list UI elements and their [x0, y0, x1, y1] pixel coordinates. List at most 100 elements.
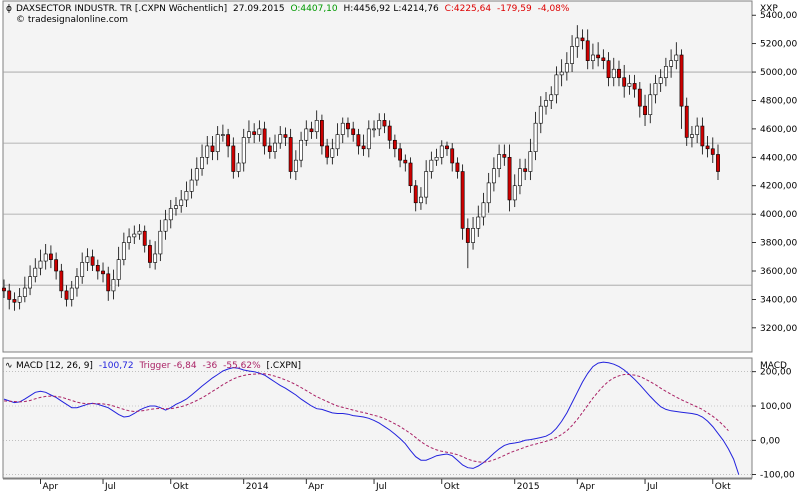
candle — [398, 143, 403, 168]
candle-body — [148, 245, 152, 263]
candle — [116, 246, 121, 287]
macd-plot-area[interactable] — [2, 357, 753, 479]
price-y-tick-label: 5000,00 — [760, 68, 797, 78]
watermark: © tradesignalonline.com — [16, 15, 128, 25]
candle — [80, 252, 85, 284]
candle-body — [262, 128, 267, 147]
candle-body — [163, 219, 168, 232]
candle — [580, 29, 585, 50]
trigger-value: Trigger -6,84 — [138, 361, 196, 371]
candle — [210, 136, 215, 161]
x-tick-label: 2015 — [517, 482, 540, 491]
candle-body — [429, 159, 434, 172]
candle-body — [627, 83, 632, 87]
candle — [340, 117, 345, 144]
candle-body — [90, 256, 95, 266]
candle-body — [471, 228, 475, 243]
candle-body — [502, 154, 507, 158]
candle — [215, 126, 220, 161]
candle — [491, 157, 496, 192]
macd-line — [3, 361, 740, 475]
macd-unit-label: MACD — [760, 361, 787, 371]
svg-text:MACD [12, 26, 9] -100,72: MACD [12, 26, 9] -100,72 Trigger -6,84 -… — [16, 361, 301, 371]
candle — [455, 157, 460, 179]
candle — [288, 128, 293, 179]
candle — [262, 121, 267, 155]
macd-y-tick-label: 100,00 — [760, 402, 792, 412]
candle — [445, 141, 449, 156]
candle — [648, 83, 653, 124]
candle-body — [690, 134, 694, 138]
date-label: 27.09.2015 — [233, 4, 285, 14]
candle-body — [304, 128, 309, 141]
candle — [424, 160, 429, 205]
candle-body — [356, 134, 361, 147]
candle — [2, 279, 6, 298]
candle — [346, 117, 350, 138]
candle-body — [700, 125, 705, 147]
candle-body — [168, 208, 173, 221]
candle — [653, 74, 658, 104]
candle-body — [669, 60, 674, 67]
candle-body — [158, 230, 163, 255]
candle — [90, 249, 95, 271]
candle-body — [215, 134, 220, 152]
candle — [153, 241, 158, 270]
candle-body — [288, 137, 293, 172]
candle-body — [299, 139, 303, 161]
candle — [570, 35, 574, 73]
candle — [611, 57, 616, 87]
candle-body — [445, 145, 449, 150]
candle-body — [460, 171, 465, 229]
candle-body — [54, 259, 59, 272]
candle — [559, 59, 564, 87]
candle-body — [361, 145, 366, 150]
candle — [710, 137, 715, 163]
candle-body — [564, 63, 569, 73]
candle — [585, 29, 590, 70]
candle — [267, 137, 272, 159]
candle-body — [179, 199, 184, 206]
candle — [622, 64, 627, 98]
candle-body — [2, 287, 6, 292]
macd-value: -100,72 — [99, 361, 134, 371]
candle — [356, 128, 361, 155]
candle — [69, 280, 74, 307]
candle — [158, 219, 163, 262]
candle — [7, 283, 12, 310]
x-tick-label: Apr — [42, 482, 58, 491]
candle-body — [142, 230, 147, 246]
x-tick-label: Okt — [444, 482, 460, 491]
candle-body — [439, 145, 444, 158]
x-tick-label: Apr — [579, 482, 595, 491]
candle — [408, 157, 413, 193]
x-tick-label: Jul — [646, 482, 658, 491]
candle-body — [309, 128, 314, 133]
candle — [319, 114, 324, 155]
candle-body — [241, 137, 246, 164]
candle — [643, 94, 647, 127]
candle-body — [257, 128, 262, 135]
x-tick-label: Jul — [375, 482, 387, 491]
candle-body — [606, 60, 611, 79]
candle-body — [273, 142, 277, 152]
candle — [695, 117, 700, 144]
x-tick-label: Jul — [104, 482, 116, 491]
candle-body — [325, 145, 330, 158]
candle-body — [174, 205, 178, 209]
candle — [684, 97, 689, 146]
candle — [335, 123, 340, 156]
price-y-tick-label: 4600,00 — [760, 125, 797, 135]
candle — [627, 74, 632, 95]
candle-body — [64, 290, 69, 300]
change-percent: -4,08% — [538, 4, 570, 14]
candle — [314, 110, 319, 139]
price-plot-area[interactable] — [2, 0, 753, 353]
candle-body — [486, 182, 491, 204]
candle — [366, 120, 371, 158]
high-value: H:4456,92 — [344, 4, 391, 14]
candle — [309, 121, 314, 139]
candle-body — [153, 253, 158, 263]
candle-body — [684, 105, 689, 138]
candle-body — [137, 230, 142, 235]
